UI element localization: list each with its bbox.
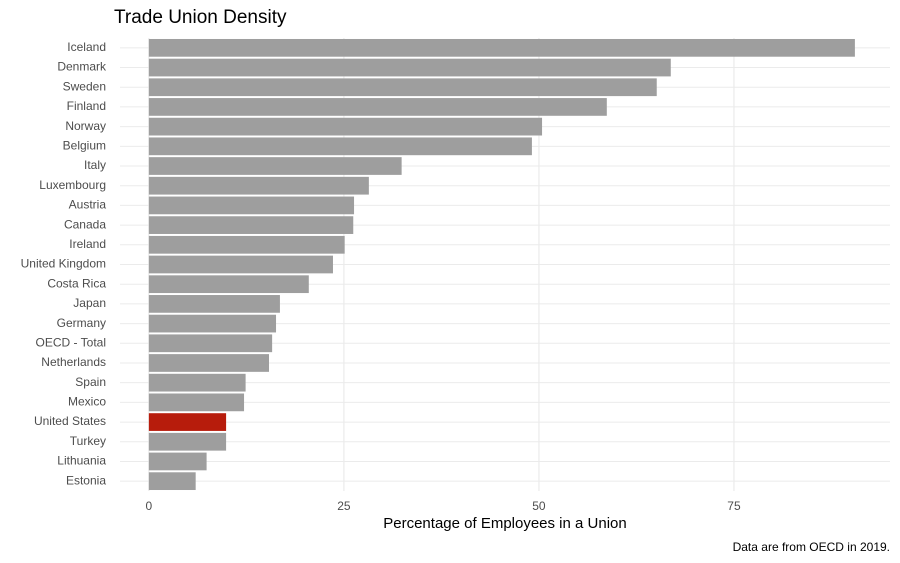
y-tick-label: Finland <box>67 99 106 113</box>
chart-title: Trade Union Density <box>114 7 287 28</box>
bar <box>148 235 345 254</box>
y-tick-label: Belgium <box>63 138 106 152</box>
y-tick-label: Spain <box>75 375 106 389</box>
y-tick-label: Costa Rica <box>47 276 106 290</box>
bar <box>148 137 532 156</box>
y-tick-label: Netherlands <box>41 355 106 369</box>
bar <box>148 196 355 215</box>
bar <box>148 432 227 451</box>
y-tick-label: Japan <box>73 296 106 310</box>
bar <box>148 117 543 136</box>
y-tick-label: United States <box>34 414 106 428</box>
bar <box>148 413 227 431</box>
bar <box>148 58 671 77</box>
y-tick-label: Canada <box>64 217 106 231</box>
y-tick-label: Estonia <box>66 473 106 487</box>
bar <box>148 78 657 97</box>
bar <box>148 275 309 294</box>
x-tick-label: 25 <box>337 499 351 513</box>
bar <box>148 157 402 175</box>
y-tick-label: Turkey <box>70 434 106 448</box>
bar <box>148 472 196 491</box>
y-tick-label: Denmark <box>57 60 107 74</box>
y-tick-label: OECD - Total <box>36 335 106 349</box>
x-tick-label: 75 <box>727 499 741 513</box>
bar <box>148 452 207 471</box>
y-tick-label: Norway <box>65 119 106 133</box>
y-tick-label: Lithuania <box>57 454 106 468</box>
bar <box>148 393 245 412</box>
bar <box>148 295 280 313</box>
caption: Data are from OECD in 2019. <box>733 540 890 554</box>
bar <box>148 176 369 195</box>
bar <box>148 314 277 333</box>
x-tick-label: 50 <box>532 499 546 513</box>
y-tick-label: Germany <box>57 316 106 330</box>
y-tick-label: Iceland <box>67 40 106 54</box>
y-tick-label: Austria <box>69 198 107 212</box>
bar <box>148 373 246 392</box>
y-tick-label: Mexico <box>68 395 106 409</box>
y-tick-label: Ireland <box>69 237 106 251</box>
y-tick-label: United Kingdom <box>21 257 106 271</box>
bar <box>148 98 607 116</box>
bar <box>148 255 333 274</box>
bar <box>148 334 273 353</box>
x-tick-label: 0 <box>146 499 153 513</box>
y-tick-label: Luxembourg <box>39 178 106 192</box>
bar <box>148 354 270 372</box>
bar <box>148 38 855 57</box>
y-tick-label: Italy <box>84 158 106 172</box>
x-axis-label: Percentage of Employees in a Union <box>383 515 626 532</box>
y-tick-label: Sweden <box>63 79 106 93</box>
bar <box>148 216 354 234</box>
